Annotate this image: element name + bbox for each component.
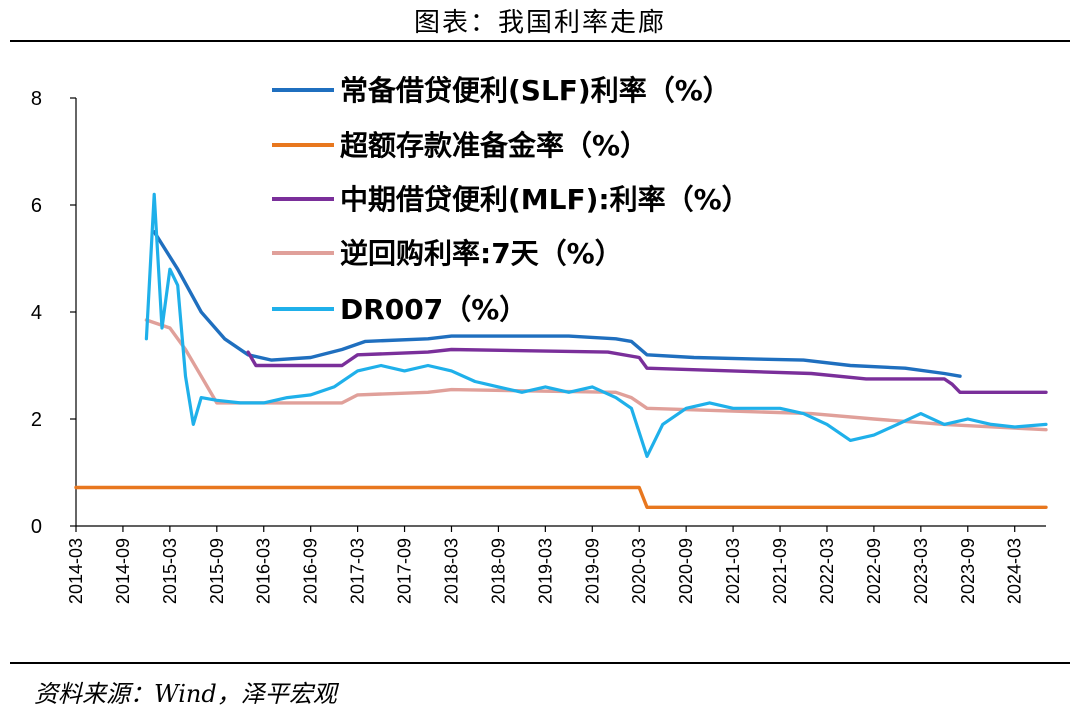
x-tick-label: 2023-09: [958, 538, 978, 604]
x-tick-label: 2014-09: [113, 538, 133, 604]
bottom-rule: [10, 662, 1070, 664]
x-tick-label: 2022-03: [817, 538, 837, 604]
page-title: 图表：我国利率走廊: [413, 8, 666, 38]
x-tick-label: 2023-03: [911, 538, 931, 604]
x-tick-label: 2022-09: [864, 538, 884, 604]
series-line-5: [144, 192, 1048, 458]
legend-label-2: 超额存款准备金率（%）: [340, 129, 648, 162]
source-note: 资料来源：Wind，泽平宏观: [34, 680, 337, 708]
legend-label-1: 常备借贷便利(SLF)利率（%）: [340, 74, 731, 107]
y-tick-label: 0: [31, 516, 42, 538]
x-tick-label: 2019-03: [535, 538, 555, 604]
x-tick-label: 2021-09: [770, 538, 790, 604]
series-layer: [74, 192, 1048, 509]
x-tick-label: 2019-09: [582, 538, 602, 604]
x-tick-label: 2020-09: [676, 538, 696, 604]
series-line-2: [74, 485, 1048, 509]
x-tick-label: 2016-09: [301, 538, 321, 604]
series-line-1: [152, 230, 962, 378]
y-tick-label: 4: [31, 302, 42, 324]
series-line-4: [144, 318, 1048, 432]
legend-label-4: 逆回购利率:7天（%）: [340, 237, 623, 270]
x-tick-label: 2015-09: [207, 538, 227, 604]
y-tick-label: 6: [31, 195, 42, 217]
y-tick-label: 2: [31, 409, 42, 431]
x-tick-label: 2017-09: [395, 538, 415, 604]
axes: 0 2 4 6 8 2014-03 2014-09 2015-03 2015-09 2016-03…: [31, 88, 1046, 604]
x-tick-label: 2021-03: [723, 538, 743, 604]
legend: 常备借贷便利(SLF)利率（%） 超额存款准备金率（%） 中期借贷便利(MLF):利…: [272, 74, 750, 326]
x-tick-label: 2020-03: [629, 538, 649, 604]
legend-label-3: 中期借贷便利(MLF):利率（%）: [340, 183, 750, 216]
y-tick-label: 8: [31, 88, 42, 110]
chart: 0 2 4 6 8 2014-03 2014-09 2015-03 2015-09 2016-03…: [31, 74, 1048, 604]
x-tick-label: 2015-03: [160, 538, 180, 604]
legend-label-5: DR007（%）: [340, 293, 527, 326]
x-tick-label: 2018-09: [488, 538, 508, 604]
x-tick-label: 2016-03: [254, 538, 274, 604]
x-tick-label: 2017-03: [348, 538, 368, 604]
x-tick-label: 2018-03: [441, 538, 461, 604]
x-tick-label: 2014-03: [66, 538, 86, 604]
x-tick-label: 2024-03: [1005, 538, 1025, 604]
top-rule: [10, 40, 1070, 42]
series-line-3: [246, 347, 1048, 394]
